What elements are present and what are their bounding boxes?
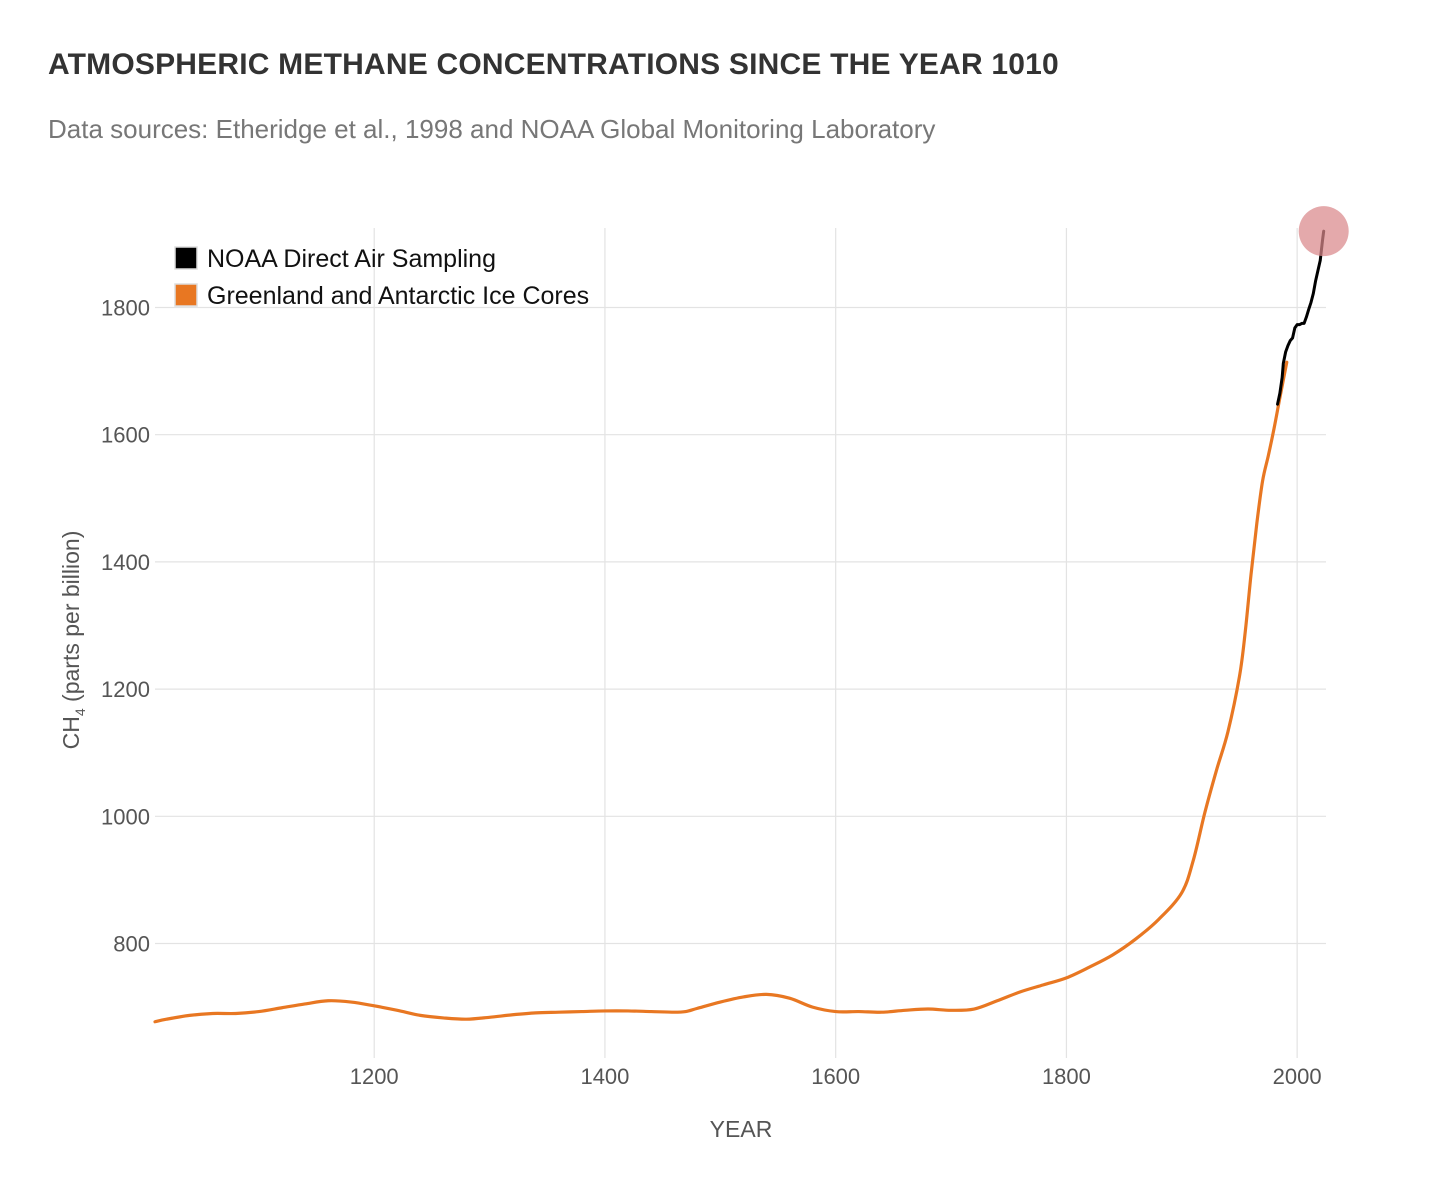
legend: NOAA Direct Air Sampling Greenland and A… (174, 245, 589, 310)
y-axis-title-main: CH (58, 716, 84, 749)
legend-label-ice-cores[interactable]: Greenland and Antarctic Ice Cores (207, 282, 589, 310)
legend-swatch-noaa[interactable] (174, 246, 198, 270)
x-tick-2000: 2000 (1273, 1064, 1322, 1089)
chart-subtitle: Data sources: Etheridge et al., 1998 and… (48, 114, 936, 144)
annotation-layer (1298, 206, 1349, 257)
tick-layer: 1200 1400 1600 1800 2000 800 1000 1200 1400 1600 1… (101, 296, 1322, 1089)
x-tick-1400: 1400 (580, 1064, 629, 1089)
grid-layer (155, 228, 1326, 1058)
legend-swatch-ice-cores[interactable] (174, 283, 198, 307)
x-tick-1800: 1800 (1042, 1064, 1091, 1089)
y-tick-1600: 1600 (101, 423, 150, 448)
y-tick-1200: 1200 (101, 677, 150, 702)
series-layer (153, 229, 1326, 1024)
legend-label-noaa[interactable]: NOAA Direct Air Sampling (207, 245, 496, 273)
x-tick-1200: 1200 (350, 1064, 399, 1089)
y-axis-title-subscript: 4 (72, 708, 88, 716)
series-line-noaa[interactable] (1276, 229, 1326, 406)
chart-title: ATMOSPHERIC METHANE CONCENTRATIONS SINCE… (48, 48, 1059, 81)
y-axis-title: CH4 (parts per billion) (58, 531, 88, 750)
series-line-ice-cores[interactable] (153, 360, 1289, 1024)
x-tick-1600: 1600 (811, 1064, 860, 1089)
y-tick-1000: 1000 (101, 804, 150, 829)
y-tick-1400: 1400 (101, 550, 150, 575)
y-tick-1800: 1800 (101, 296, 150, 321)
y-axis-title-rest: (parts per billion) (58, 531, 84, 709)
x-axis-title: YEAR (710, 1116, 773, 1142)
y-tick-800: 800 (113, 932, 150, 957)
latest-value-highlight[interactable] (1298, 206, 1349, 257)
